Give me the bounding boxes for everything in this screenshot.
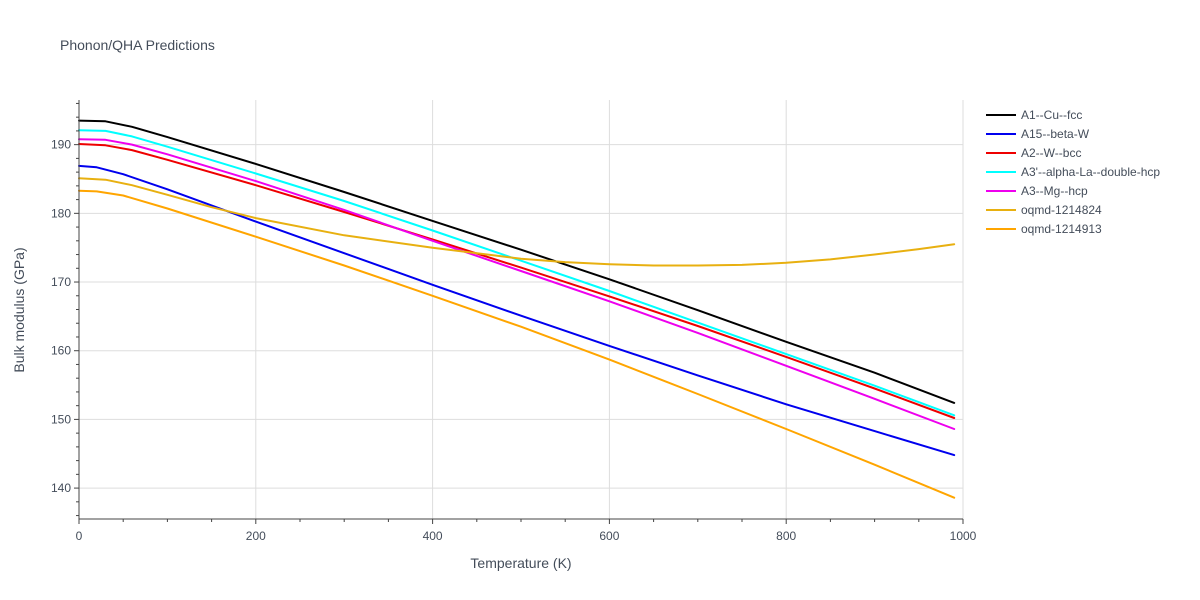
series-line-a15-beta-w bbox=[78, 164, 956, 457]
series-line-a3-alpha-la-double-hcp bbox=[78, 129, 956, 417]
y-tick-label: 180 bbox=[51, 206, 71, 220]
legend-label-oqmd-1214913: oqmd-1214913 bbox=[1021, 222, 1102, 236]
x-tick-label: 800 bbox=[776, 529, 796, 543]
x-tick-label: 400 bbox=[423, 529, 443, 543]
y-axis-label: Bulk modulus (GPa) bbox=[11, 247, 27, 372]
x-axis-label: Temperature (K) bbox=[470, 555, 571, 571]
y-tick-label: 150 bbox=[51, 412, 71, 426]
legend-label-a2-w-bcc: A2--W--bcc bbox=[1021, 146, 1081, 160]
axes: 0 200 400 600 800 1000 140 150 160 170 180 190 bbox=[51, 100, 977, 543]
legend-label-oqmd-1214824: oqmd-1214824 bbox=[1021, 203, 1102, 217]
y-tick-label: 190 bbox=[51, 138, 71, 152]
y-tick-label: 140 bbox=[51, 481, 71, 495]
x-tick-label: 600 bbox=[599, 529, 619, 543]
chart-title: Phonon/QHA Predictions bbox=[60, 37, 215, 53]
legend-label-a15-beta-w: A15--beta-W bbox=[1021, 127, 1090, 141]
y-tick-label: 170 bbox=[51, 275, 71, 289]
x-tick-label: 1000 bbox=[950, 529, 977, 543]
grid-lines bbox=[79, 100, 964, 519]
legend-label-a1-cu-fcc: A1--Cu--fcc bbox=[1021, 108, 1082, 122]
series-line-a2-w-bcc bbox=[78, 143, 956, 419]
series-line-oqmd-1214824 bbox=[78, 177, 956, 267]
x-tick-label: 200 bbox=[246, 529, 266, 543]
series-line-a3-mg-hcp bbox=[78, 138, 956, 430]
x-tick-label: 0 bbox=[76, 529, 83, 543]
y-tick-label: 160 bbox=[51, 344, 71, 358]
legend-label-a3-mg-hcp: A3--Mg--hcp bbox=[1021, 184, 1088, 198]
legend: A1--Cu--fcc A15--beta-W A2--W--bcc A3'--alp… bbox=[986, 108, 1160, 236]
series-lines bbox=[78, 119, 956, 499]
series-line-oqmd-1214913 bbox=[78, 189, 956, 499]
legend-label-a3-alpha-la-double-hcp: A3'--alpha-La--double-hcp bbox=[1021, 165, 1160, 179]
series-line-a1-cu-fcc bbox=[78, 119, 956, 404]
